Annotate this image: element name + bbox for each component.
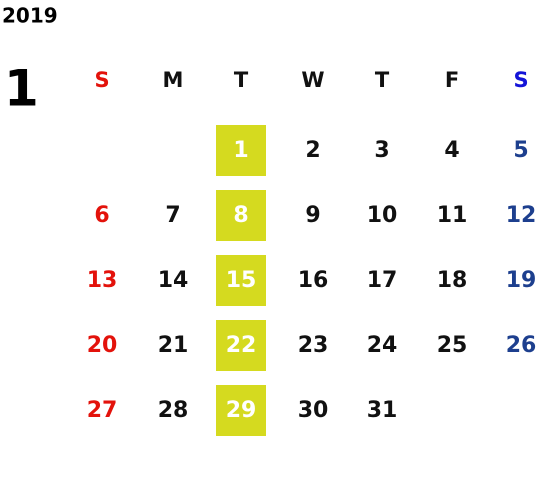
day-number: 15 [226, 268, 257, 293]
day-number: 3 [374, 138, 389, 163]
day-number: 30 [298, 398, 329, 423]
day-number: 2 [305, 138, 320, 163]
day-number: 29 [226, 398, 257, 423]
day-number: 6 [94, 203, 109, 228]
highlight-cell [216, 125, 266, 176]
weekday-label: S [94, 68, 109, 92]
highlight-cell [216, 385, 266, 436]
year: 2019 [2, 4, 58, 28]
day-number: 18 [437, 268, 468, 293]
day-number: 10 [367, 203, 398, 228]
weekday-label: W [301, 68, 324, 92]
day-number: 21 [158, 333, 189, 358]
day-number: 8 [233, 203, 248, 228]
weekday-label: M [163, 68, 184, 92]
day-number: 13 [87, 268, 118, 293]
day-number: 12 [506, 203, 537, 228]
highlight-cell [216, 190, 266, 241]
day-number: 16 [298, 268, 329, 293]
day-number: 5 [513, 138, 528, 163]
day-number: 28 [158, 398, 189, 423]
highlight-cell [216, 255, 266, 306]
day-number: 4 [444, 138, 459, 163]
weekday-label: T [375, 68, 390, 92]
day-number: 14 [158, 268, 189, 293]
day-number: 27 [87, 398, 118, 423]
day-number: 25 [437, 333, 468, 358]
day-number: 19 [506, 268, 537, 293]
weekday-label: S [513, 68, 528, 92]
highlight-cell [216, 320, 266, 371]
day-number: 9 [305, 203, 320, 228]
day-number: 24 [367, 333, 398, 358]
day-number: 1 [233, 138, 248, 163]
day-number: 7 [165, 203, 180, 228]
day-number: 20 [87, 333, 118, 358]
day-number: 26 [506, 333, 537, 358]
weekday-label: T [234, 68, 249, 92]
weekday-label: F [445, 68, 459, 92]
day-number: 31 [367, 398, 398, 423]
day-number: 23 [298, 333, 329, 358]
day-number: 22 [226, 333, 257, 358]
day-number: 17 [367, 268, 398, 293]
month: 1 [4, 60, 39, 118]
day-number: 11 [437, 203, 468, 228]
